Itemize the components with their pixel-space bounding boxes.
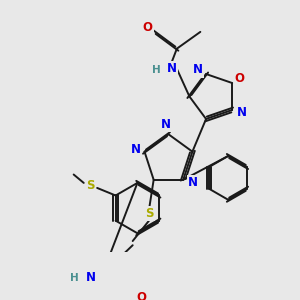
- Text: N: N: [167, 62, 177, 75]
- Text: S: S: [86, 179, 95, 192]
- Text: N: N: [193, 63, 203, 76]
- Text: H: H: [70, 273, 78, 283]
- Text: H: H: [152, 65, 161, 76]
- Text: S: S: [145, 207, 154, 220]
- Text: O: O: [142, 21, 152, 34]
- Text: N: N: [131, 142, 141, 156]
- Text: N: N: [86, 272, 96, 284]
- Text: N: N: [161, 118, 171, 131]
- Text: N: N: [188, 176, 198, 189]
- Text: N: N: [237, 106, 247, 119]
- Text: O: O: [136, 291, 146, 300]
- Text: O: O: [235, 72, 245, 85]
